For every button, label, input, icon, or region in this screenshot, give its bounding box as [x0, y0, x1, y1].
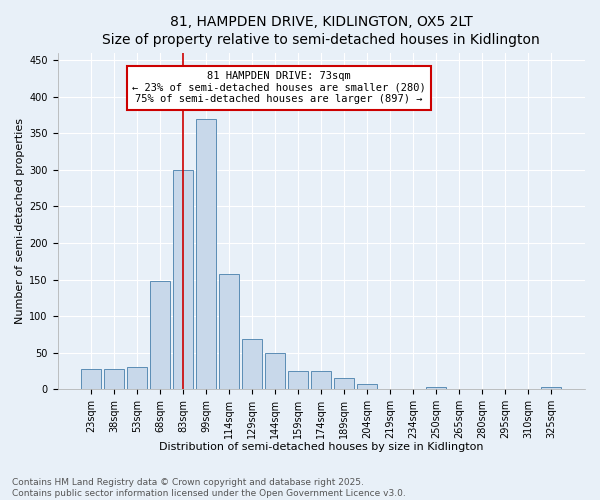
Bar: [541, 387, 561, 389]
Bar: [427, 387, 446, 389]
Bar: [358, 384, 377, 389]
Bar: [196, 118, 216, 389]
Bar: [334, 378, 354, 389]
Bar: [311, 371, 331, 389]
Bar: [151, 281, 170, 389]
Bar: [82, 370, 101, 389]
Title: 81, HAMPDEN DRIVE, KIDLINGTON, OX5 2LT
Size of property relative to semi-detache: 81, HAMPDEN DRIVE, KIDLINGTON, OX5 2LT S…: [103, 15, 540, 48]
Text: Contains HM Land Registry data © Crown copyright and database right 2025.
Contai: Contains HM Land Registry data © Crown c…: [12, 478, 406, 498]
X-axis label: Distribution of semi-detached houses by size in Kidlington: Distribution of semi-detached houses by …: [159, 442, 484, 452]
Bar: [127, 368, 147, 389]
Bar: [104, 369, 124, 389]
Bar: [220, 274, 239, 389]
Bar: [265, 354, 285, 389]
Bar: [242, 340, 262, 389]
Y-axis label: Number of semi-detached properties: Number of semi-detached properties: [15, 118, 25, 324]
Text: 81 HAMPDEN DRIVE: 73sqm
← 23% of semi-detached houses are smaller (280)
75% of s: 81 HAMPDEN DRIVE: 73sqm ← 23% of semi-de…: [132, 71, 426, 104]
Bar: [289, 371, 308, 389]
Bar: [173, 170, 193, 389]
Bar: [380, 388, 400, 389]
